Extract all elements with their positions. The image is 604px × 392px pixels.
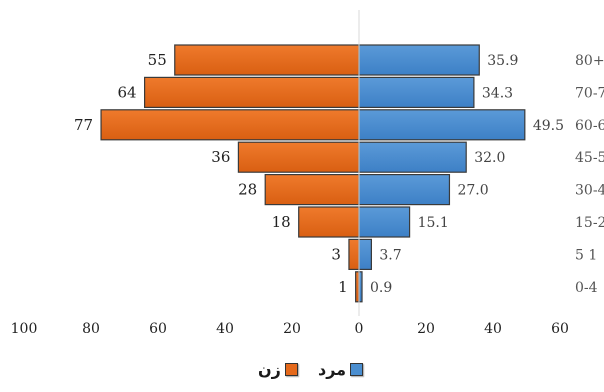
data-label-female: 36	[211, 148, 230, 166]
bar-male	[358, 238, 372, 270]
bar-male	[358, 141, 467, 173]
category-label: 15-2	[575, 215, 604, 231]
data-label-male: 35.9	[487, 53, 518, 69]
bar-female	[348, 238, 360, 270]
category-label: 30-4	[575, 183, 604, 199]
bar-male	[358, 174, 451, 206]
x-tick-label: 40	[484, 321, 502, 337]
category-label: 70-7	[575, 85, 604, 101]
data-label-male: 34.3	[482, 85, 513, 101]
x-tick-label: 100	[11, 321, 38, 337]
legend-swatch-male	[350, 363, 364, 376]
x-tick-label: 20	[417, 321, 435, 337]
data-label-female: 18	[272, 213, 291, 231]
x-tick-label: 0	[355, 321, 364, 337]
legend-item-male: مرد	[318, 360, 364, 379]
bar-female	[298, 206, 360, 238]
data-label-female: 55	[148, 51, 167, 69]
data-label-female: 64	[118, 83, 137, 101]
category-label: 80+	[575, 53, 604, 69]
legend-swatch-female	[284, 363, 298, 376]
bar-female	[237, 141, 360, 173]
legend-label-male: مرد	[318, 360, 347, 379]
data-label-female: 28	[238, 181, 257, 199]
x-tick-label: 80	[82, 321, 100, 337]
bar-female	[100, 109, 360, 141]
data-label-female: 1	[338, 278, 348, 296]
data-label-male: 15.1	[418, 215, 449, 231]
legend-item-female: زن	[258, 360, 298, 379]
category-label: 45-5	[575, 150, 604, 166]
bar-female	[174, 44, 360, 76]
x-tick-label: 60	[551, 321, 569, 337]
data-label-male: 3.7	[379, 247, 401, 263]
category-label: 0-4	[575, 280, 598, 296]
bar-male	[358, 76, 475, 109]
data-label-male: 49.5	[533, 118, 564, 134]
bar-male	[358, 109, 526, 141]
bar-male	[358, 206, 411, 238]
data-label-female: 3	[331, 245, 341, 263]
legend-label-female: زن	[258, 360, 281, 379]
bar-female	[264, 174, 360, 206]
category-label: 5 1	[575, 247, 597, 263]
data-label-female: 77	[74, 116, 93, 134]
data-label-male: 32.0	[474, 150, 505, 166]
data-label-male: 27.0	[457, 183, 488, 199]
x-tick-label: 60	[149, 321, 167, 337]
legend: زن مرد	[0, 360, 604, 384]
bar-male	[358, 44, 480, 76]
x-tick-label: 40	[216, 321, 234, 337]
category-label: 60-6	[575, 118, 604, 134]
bar-female	[144, 76, 360, 109]
x-tick-label: 20	[283, 321, 301, 337]
data-label-male: 0.9	[370, 280, 392, 296]
